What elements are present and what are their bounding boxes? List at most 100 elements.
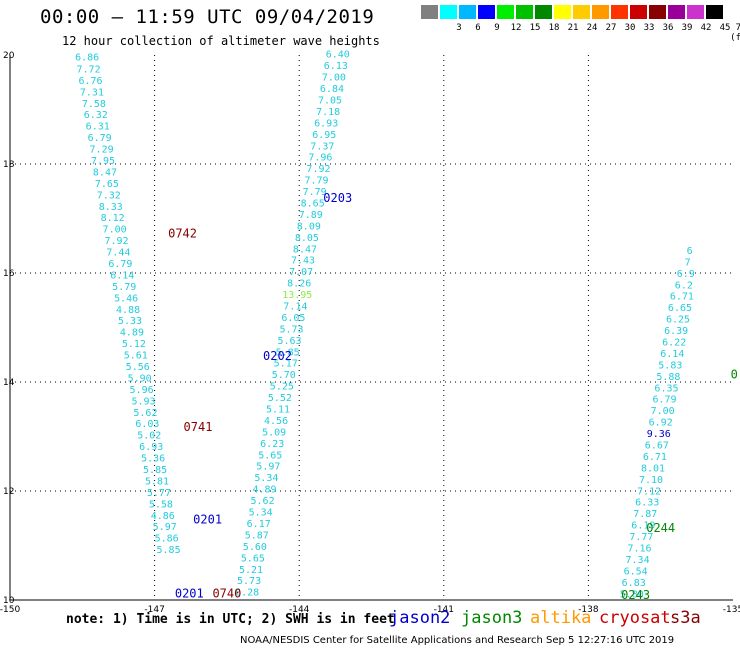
color-label: 27 xyxy=(605,23,617,33)
pass-time-label: 0203 xyxy=(323,191,352,205)
wave-height-label: 6.33 xyxy=(635,498,659,509)
color-swatch xyxy=(421,5,438,19)
wave-height-label: 5.12 xyxy=(122,339,146,350)
wave-height-label: 9.36 xyxy=(647,429,671,440)
wave-height-label: 5.80 xyxy=(620,589,644,600)
mission-s3a: s3a xyxy=(670,608,701,628)
wave-height-label: 7.79 xyxy=(303,187,327,198)
wave-height-label: 5.90 xyxy=(128,373,152,384)
y-tick-label: 20 xyxy=(3,51,15,61)
wave-height-label: 6.92 xyxy=(649,418,673,429)
wave-height-label: 7.10 xyxy=(639,475,663,486)
wave-height-label: 5.21 xyxy=(239,565,263,576)
wave-height-label: 7.07 xyxy=(289,267,313,278)
x-tick-label: -147 xyxy=(144,605,164,615)
color-swatch xyxy=(554,5,571,19)
color-label: 33 xyxy=(643,23,655,33)
wave-height-label: 8.47 xyxy=(93,167,117,178)
wave-height-label: 5.11 xyxy=(266,405,290,416)
wave-height-label: 5.46 xyxy=(114,293,138,304)
wave-height-label: 5.36 xyxy=(141,454,165,465)
chart-title: 00:00 – 11:59 UTC 09/04/2019 xyxy=(40,6,375,28)
wave-height-label: 5.73 xyxy=(279,324,303,335)
wave-height-label: 6.14 xyxy=(660,349,684,360)
wave-height-label: 5.96 xyxy=(130,385,154,396)
color-swatch xyxy=(573,5,590,19)
color-unit: 70 (ft) xyxy=(730,23,740,43)
wave-height-label: 7.29 xyxy=(90,145,114,156)
wave-height-label: 5.88 xyxy=(656,372,680,383)
x-tick-label: -135 xyxy=(723,605,740,615)
color-swatch xyxy=(535,5,552,19)
color-label: 21 xyxy=(567,23,579,33)
wave-height-label: 7.32 xyxy=(97,190,121,201)
wave-height-label: 6.28 xyxy=(235,588,259,599)
wave-height-label: 5.83 xyxy=(658,360,682,371)
wave-height-label: 7.72 xyxy=(77,64,101,75)
wave-height-label: 6.71 xyxy=(670,292,694,303)
wave-height-label: 8.01 xyxy=(641,463,665,474)
wave-height-label: 6.93 xyxy=(314,118,338,129)
wave-height-label: 7.00 xyxy=(103,225,127,236)
wave-height-label: 8.26 xyxy=(287,279,311,290)
wave-height-label: 7.44 xyxy=(106,248,130,259)
pass-time-label: 0201 xyxy=(175,586,204,600)
wave-height-label: 5.86 xyxy=(155,534,179,545)
wave-height-label: 5.62 xyxy=(133,408,157,419)
wave-height-label: 6.25 xyxy=(666,315,690,326)
y-tick-label: 10 xyxy=(3,596,15,606)
wave-height-label: 6.9 xyxy=(677,269,695,280)
wave-height-label: 8.05 xyxy=(295,233,319,244)
color-swatch xyxy=(592,5,609,19)
wave-height-label: 6.31 xyxy=(86,122,110,133)
wave-height-label: 6.79 xyxy=(653,395,677,406)
color-label: 45 xyxy=(719,23,731,33)
wave-height-label: 6.13 xyxy=(324,61,348,72)
color-swatch xyxy=(440,5,457,19)
color-swatch xyxy=(706,5,723,19)
wave-height-label: 5.02 xyxy=(137,431,161,442)
wave-height-label: 5.34 xyxy=(249,508,273,519)
wave-height-label: 6.35 xyxy=(654,383,678,394)
wave-height-label: 7.89 xyxy=(299,210,323,221)
mission-jason3: jason3 xyxy=(461,608,523,628)
wave-height-label: 6.86 xyxy=(75,52,99,63)
wave-height-label: 6.93 xyxy=(139,442,163,453)
y-tick-label: 14 xyxy=(3,378,15,388)
wave-height-label: 8.09 xyxy=(297,221,321,232)
wave-height-label: 5.85 xyxy=(157,545,181,556)
wave-height-label: 7.05 xyxy=(318,96,342,107)
mission-cryosat: cryosat xyxy=(599,608,671,628)
wave-height-label: 7.58 xyxy=(82,99,106,110)
wave-height-label: 5.17 xyxy=(274,359,298,370)
color-label: 9 xyxy=(494,23,500,33)
wave-height-label: 5.73 xyxy=(237,576,261,587)
wave-height-label: 5.09 xyxy=(262,427,286,438)
mission-jason2: jason2 xyxy=(389,608,451,628)
wave-height-label: 6.95 xyxy=(312,130,336,141)
wave-height-label: 7.77 xyxy=(629,532,653,543)
wave-height-label: 7.87 xyxy=(633,509,657,520)
wave-height-label: 5.65 xyxy=(258,450,282,461)
y-tick-label: 12 xyxy=(3,487,14,497)
wave-height-label: 5.97 xyxy=(256,462,280,473)
wave-height-label: 4.89 xyxy=(252,485,276,496)
wave-height-label: 5.81 xyxy=(145,476,169,487)
color-label: 24 xyxy=(586,23,598,33)
footer-credit: NOAA/NESDIS Center for Satellite Applica… xyxy=(240,635,675,646)
wave-height-label: 6.05 xyxy=(281,313,305,324)
wave-height-label: 7.18 xyxy=(316,107,340,118)
wave-height-label: 6.84 xyxy=(320,84,344,95)
color-label: 15 xyxy=(529,23,541,33)
color-label: 3 xyxy=(456,23,462,33)
pass-time-label: 0244 xyxy=(646,521,675,535)
color-swatch xyxy=(649,5,666,19)
x-tick-label: -141 xyxy=(434,605,454,615)
pass-time-label: 0243 xyxy=(621,588,650,602)
wave-height-label: 7.92 xyxy=(104,236,128,247)
x-tick-label: -150 xyxy=(0,605,20,615)
wave-height-label: 6.39 xyxy=(664,326,688,337)
wave-height-label: 7.95 xyxy=(91,156,115,167)
pass-time-label: 0 xyxy=(731,368,738,382)
wave-height-label: 4.88 xyxy=(116,305,140,316)
